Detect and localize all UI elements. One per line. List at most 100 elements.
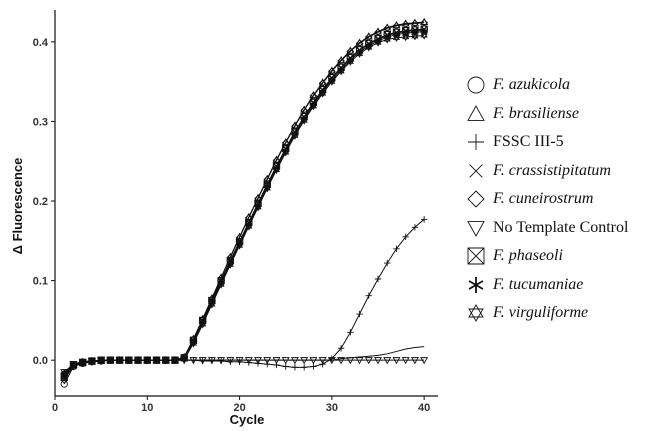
data-point — [309, 104, 317, 111]
legend-label: F. crassistipitatum — [493, 161, 611, 179]
data-point — [355, 357, 364, 365]
data-point — [254, 205, 262, 212]
x-tick-label: 10 — [141, 402, 153, 414]
data-point — [60, 380, 68, 388]
legend-marker — [468, 276, 484, 293]
legend-item: No Template Control — [465, 215, 655, 244]
legend-marker-shape — [468, 304, 484, 318]
data-point — [281, 139, 290, 147]
data-point — [60, 374, 68, 381]
y-tick-label: 0.1 — [33, 276, 48, 288]
data-point — [411, 32, 419, 39]
legend-marker-shape — [467, 104, 485, 121]
data-point — [402, 35, 410, 42]
series-layer — [60, 17, 429, 388]
data-point — [411, 34, 419, 41]
data-point — [420, 33, 428, 40]
legend-item: FSSC III-5 — [465, 129, 655, 158]
x-axis-title: Cycle — [230, 412, 265, 427]
data-point — [217, 280, 225, 287]
data-point — [365, 292, 372, 299]
data-point — [125, 356, 133, 363]
data-point — [383, 35, 391, 42]
data-point — [337, 357, 346, 365]
data-point — [402, 233, 409, 241]
legend-label: F. tucumaniae — [493, 275, 584, 293]
data-point — [162, 356, 170, 363]
series-line — [63, 346, 425, 373]
series-6 — [60, 25, 428, 380]
legend-marker-shape — [469, 163, 483, 178]
data-point — [291, 133, 299, 140]
data-point — [171, 358, 179, 365]
data-point — [337, 345, 345, 352]
data-point — [162, 358, 170, 365]
data-point — [291, 364, 299, 371]
data-point — [355, 51, 364, 58]
data-point — [401, 357, 410, 365]
data-point — [374, 38, 382, 45]
data-point — [116, 356, 124, 363]
data-point — [411, 224, 419, 231]
data-point — [346, 59, 354, 66]
data-point — [60, 372, 68, 379]
data-point — [282, 363, 289, 370]
data-point — [300, 364, 308, 371]
data-point — [244, 213, 253, 222]
data-point — [282, 148, 290, 155]
series-line — [63, 30, 425, 374]
series-line — [63, 34, 425, 377]
legend-item: F. crassistipitatum — [465, 158, 655, 187]
legend-marker-shape — [467, 220, 485, 237]
data-point — [337, 67, 345, 74]
y-axis-title: Δ Fluorescence — [10, 158, 25, 255]
legend-item: F. virguliforme — [465, 300, 655, 329]
data-point — [125, 358, 133, 365]
data-point — [383, 357, 392, 365]
data-point — [309, 102, 317, 109]
data-point — [263, 186, 271, 193]
data-point — [310, 363, 317, 370]
series-8 — [60, 31, 428, 381]
series-9 — [63, 346, 425, 373]
data-point — [88, 358, 96, 366]
data-point — [392, 35, 401, 42]
data-point — [420, 357, 429, 365]
data-point — [199, 322, 207, 329]
data-point — [374, 275, 382, 283]
data-point — [180, 355, 188, 362]
y-tick-label: 0.0 — [33, 355, 48, 367]
legend-marker-shape — [468, 308, 484, 322]
y-tick-label: 0.3 — [33, 116, 48, 128]
data-point — [291, 131, 299, 138]
legend-marker-shape — [467, 190, 485, 208]
data-point — [97, 356, 105, 363]
data-point — [364, 357, 373, 365]
legend-marker-shape — [467, 247, 485, 265]
series-3 — [61, 27, 428, 378]
legend-marker — [468, 304, 484, 322]
data-point — [116, 358, 124, 365]
data-point — [347, 329, 354, 336]
data-point — [254, 194, 262, 203]
data-point — [282, 150, 290, 157]
series-0 — [60, 25, 428, 388]
legend-marker-shape — [468, 276, 484, 293]
data-point — [393, 245, 400, 252]
y-tick-label: 0.4 — [33, 37, 49, 49]
data-point — [236, 241, 244, 248]
legend-label: FSSC III-5 — [493, 133, 564, 150]
series-line — [63, 28, 425, 377]
data-point — [254, 203, 262, 210]
data-point — [355, 49, 364, 56]
data-point — [328, 79, 336, 86]
legend-label: No Template Control — [493, 218, 629, 236]
series-line — [63, 22, 425, 381]
data-point — [134, 356, 142, 363]
data-point — [300, 118, 308, 125]
series-line — [63, 29, 425, 375]
x-tick-label: 40 — [418, 402, 430, 414]
legend-item: F. phaseoli — [465, 243, 655, 272]
data-point — [383, 37, 391, 44]
